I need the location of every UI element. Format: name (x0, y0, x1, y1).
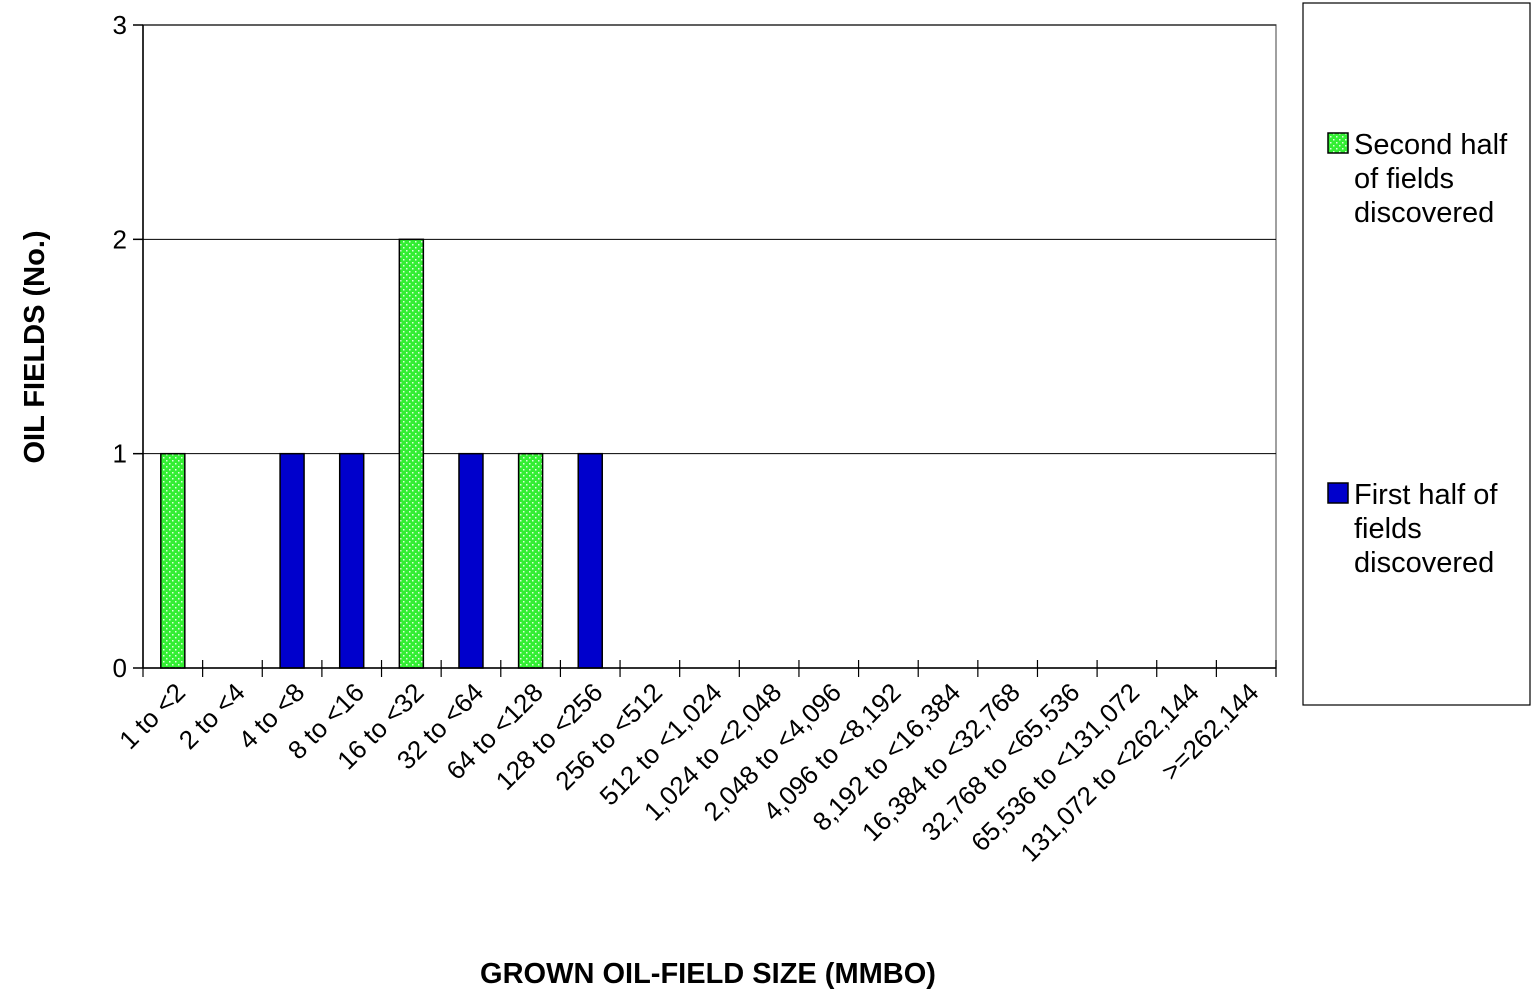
y-axis-title: OIL FIELDS (No.) (19, 230, 51, 463)
y-tick-label: 1 (113, 439, 127, 469)
bar (398, 238, 425, 669)
bar (160, 452, 186, 669)
bar (338, 452, 365, 669)
x-tick-label: 1 to <2 (113, 677, 191, 755)
bars (160, 238, 603, 669)
legend-swatch (1327, 132, 1349, 154)
legend-swatch (1327, 482, 1349, 504)
bar (577, 452, 603, 669)
y-tick-labels: 0 1 2 3 (113, 10, 127, 683)
bar (517, 452, 544, 669)
x-axis-title: GROWN OIL-FIELD SIZE (MMBO) (480, 958, 936, 990)
gridlines (143, 24, 1276, 455)
legend-label: discovered (1354, 547, 1494, 579)
legend-label: Second half (1354, 129, 1508, 161)
legend-label: First half of (1354, 479, 1498, 511)
bar (279, 452, 305, 669)
legend-box (1302, 2, 1531, 706)
axes (133, 24, 1277, 677)
plot-border (142, 24, 1277, 669)
bar (458, 452, 484, 669)
y-tick-label: 0 (113, 653, 127, 683)
plot-area (142, 24, 1277, 669)
x-tick-label: 2 to <4 (173, 677, 251, 755)
legend-label: discovered (1354, 197, 1494, 229)
legend-label: of fields (1354, 163, 1454, 195)
y-tick-label: 2 (113, 224, 127, 254)
legend-label: fields (1354, 513, 1422, 545)
y-tick-label: 3 (113, 10, 127, 40)
